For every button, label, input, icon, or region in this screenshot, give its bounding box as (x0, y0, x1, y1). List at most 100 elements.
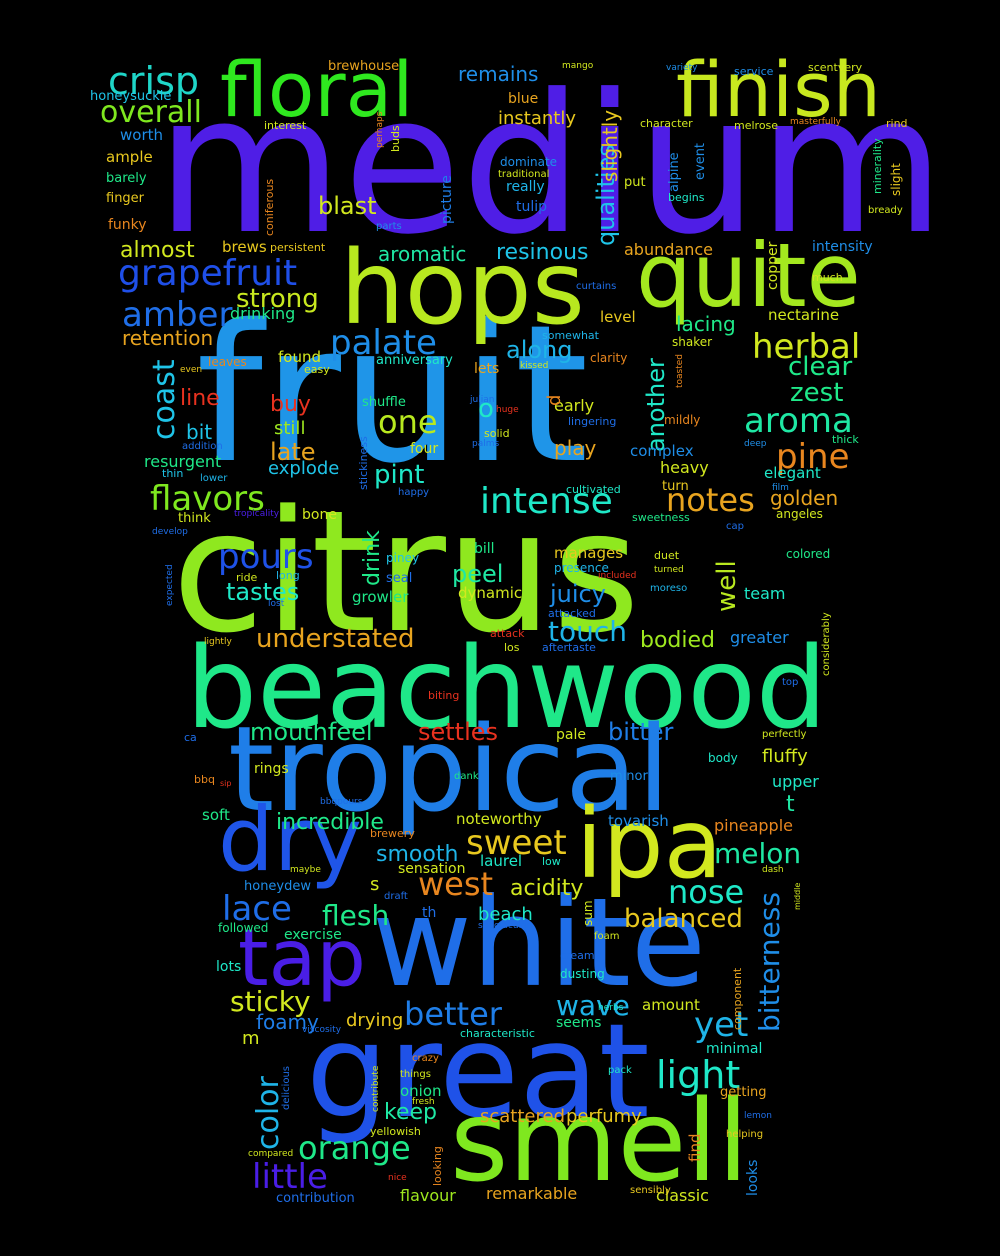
word-rings: rings (254, 761, 289, 777)
word-alpine: alpine (667, 152, 682, 192)
word-perfectly: perfectly (762, 729, 807, 740)
word-honeysuckle: honeysuckle (90, 89, 172, 104)
word-deep: deep (744, 439, 767, 449)
word-solid: solid (484, 427, 510, 440)
word-minerality: minerality (871, 138, 884, 194)
word-little: little (252, 1157, 328, 1197)
word-team: team (744, 584, 786, 603)
word-heavy: heavy (660, 458, 709, 477)
word-onion: onion (400, 1082, 442, 1100)
word-tap: tap (238, 914, 366, 1004)
word-white: white (372, 872, 706, 1014)
word-level: level (600, 308, 636, 326)
word-draft: draft (384, 891, 408, 902)
word-attack: attack (490, 627, 525, 640)
word-peel: peel (452, 560, 504, 588)
word-fresh: fresh (412, 1097, 435, 1107)
word-minimal: minimal (706, 1041, 763, 1057)
word-keep: keep (384, 1100, 437, 1125)
word-angeles: angeles (776, 507, 823, 521)
word-perfumy: perfumy (566, 1106, 642, 1127)
word-dusting: dusting (560, 967, 605, 981)
word-tropical: tropical (228, 700, 671, 838)
word-getting: getting (720, 1085, 767, 1100)
word-still: still (274, 418, 306, 439)
word-elegant: elegant (764, 464, 821, 482)
word-considerably: considerably (821, 612, 832, 676)
word-characteristic: characteristic (460, 1027, 535, 1040)
word-overall: overall (100, 95, 202, 130)
word-viscosity: viscosity (302, 1025, 342, 1035)
word-moreso: moreso (650, 583, 688, 594)
word-almost: almost (120, 238, 195, 263)
word-light: light (656, 1053, 741, 1097)
word-d: d (544, 394, 565, 406)
word-growler: growler (352, 588, 409, 606)
word-yellowish: yellowish (370, 1125, 421, 1138)
word-rind: rind (886, 117, 908, 130)
word-shuffle: shuffle (362, 395, 406, 410)
word-traditional: traditional (498, 169, 550, 180)
word-resinous: resinous (496, 240, 589, 265)
word-better: better (404, 995, 502, 1033)
word-attacked: attacked (548, 607, 596, 620)
word-ipa: ipa (576, 788, 723, 900)
word-play: play (554, 436, 597, 460)
word-amount: amount (642, 996, 700, 1014)
word-helping: helping (726, 1129, 764, 1140)
word-variety: variety (666, 63, 698, 73)
word-sticky: sticky (230, 985, 311, 1018)
word-lace: lace (222, 889, 292, 929)
word-looks: looks (745, 1159, 761, 1196)
word-character: character (640, 117, 693, 130)
word-julian: julian (470, 395, 495, 405)
word-pine: pine (776, 437, 850, 477)
word-yet: yet (694, 1005, 749, 1045)
word-th: th (422, 905, 437, 921)
word-mouthfeel: mouthfeel (250, 718, 373, 746)
word-ride: ride (236, 571, 258, 584)
word-zest: zest (790, 378, 844, 408)
word-really: really (506, 179, 545, 195)
word-line: line (180, 386, 220, 411)
word-compared: compared (248, 1149, 294, 1159)
word-acidity: acidity (510, 876, 584, 901)
word-persistent: persistent (270, 241, 326, 254)
word-beachwood: beachwood (186, 624, 827, 754)
word-palms: palms (472, 439, 500, 449)
word-curtains: curtains (576, 281, 617, 292)
word-contribution: contribution (276, 1191, 355, 1206)
word-tulip: tulip (516, 199, 548, 215)
word-turned: turned (654, 565, 684, 575)
word-intensity: intensity (812, 239, 873, 255)
word-nice: nice (388, 1173, 407, 1183)
word-sensibly: sensibly (630, 1185, 671, 1196)
word-coast: coast (147, 359, 182, 440)
word-find: find (686, 1133, 704, 1162)
word-well: well (712, 560, 742, 612)
word-tropicality: tropicality (234, 509, 280, 519)
word-aftertaste: aftertaste (542, 641, 596, 654)
word-blast: blast (318, 192, 377, 220)
word-colored: colored (786, 547, 831, 561)
word-west: west (418, 865, 494, 903)
word-orange: orange (298, 1129, 411, 1167)
word-manages: manages (554, 544, 624, 562)
word-noteworthy: noteworthy (456, 810, 542, 828)
word-scentvery: scentvery (808, 61, 863, 74)
word-cap: cap (726, 521, 744, 532)
word-four: four (410, 441, 439, 457)
word-masterfully: masterfully (790, 117, 841, 127)
word-juicy: juicy (550, 580, 606, 608)
word-strong: strong (236, 284, 319, 314)
word-mango: mango (562, 61, 594, 71)
word-wave: wave (556, 989, 630, 1022)
word-intense: intense (480, 481, 613, 522)
word-nectarine: nectarine (768, 306, 840, 324)
word-crazy: crazy (412, 1053, 439, 1064)
word-m: m (242, 1028, 260, 1049)
word-brewhouse: brewhouse (328, 59, 400, 74)
word-expected: expected (165, 564, 175, 606)
word-pineapple: pineapple (714, 816, 793, 835)
